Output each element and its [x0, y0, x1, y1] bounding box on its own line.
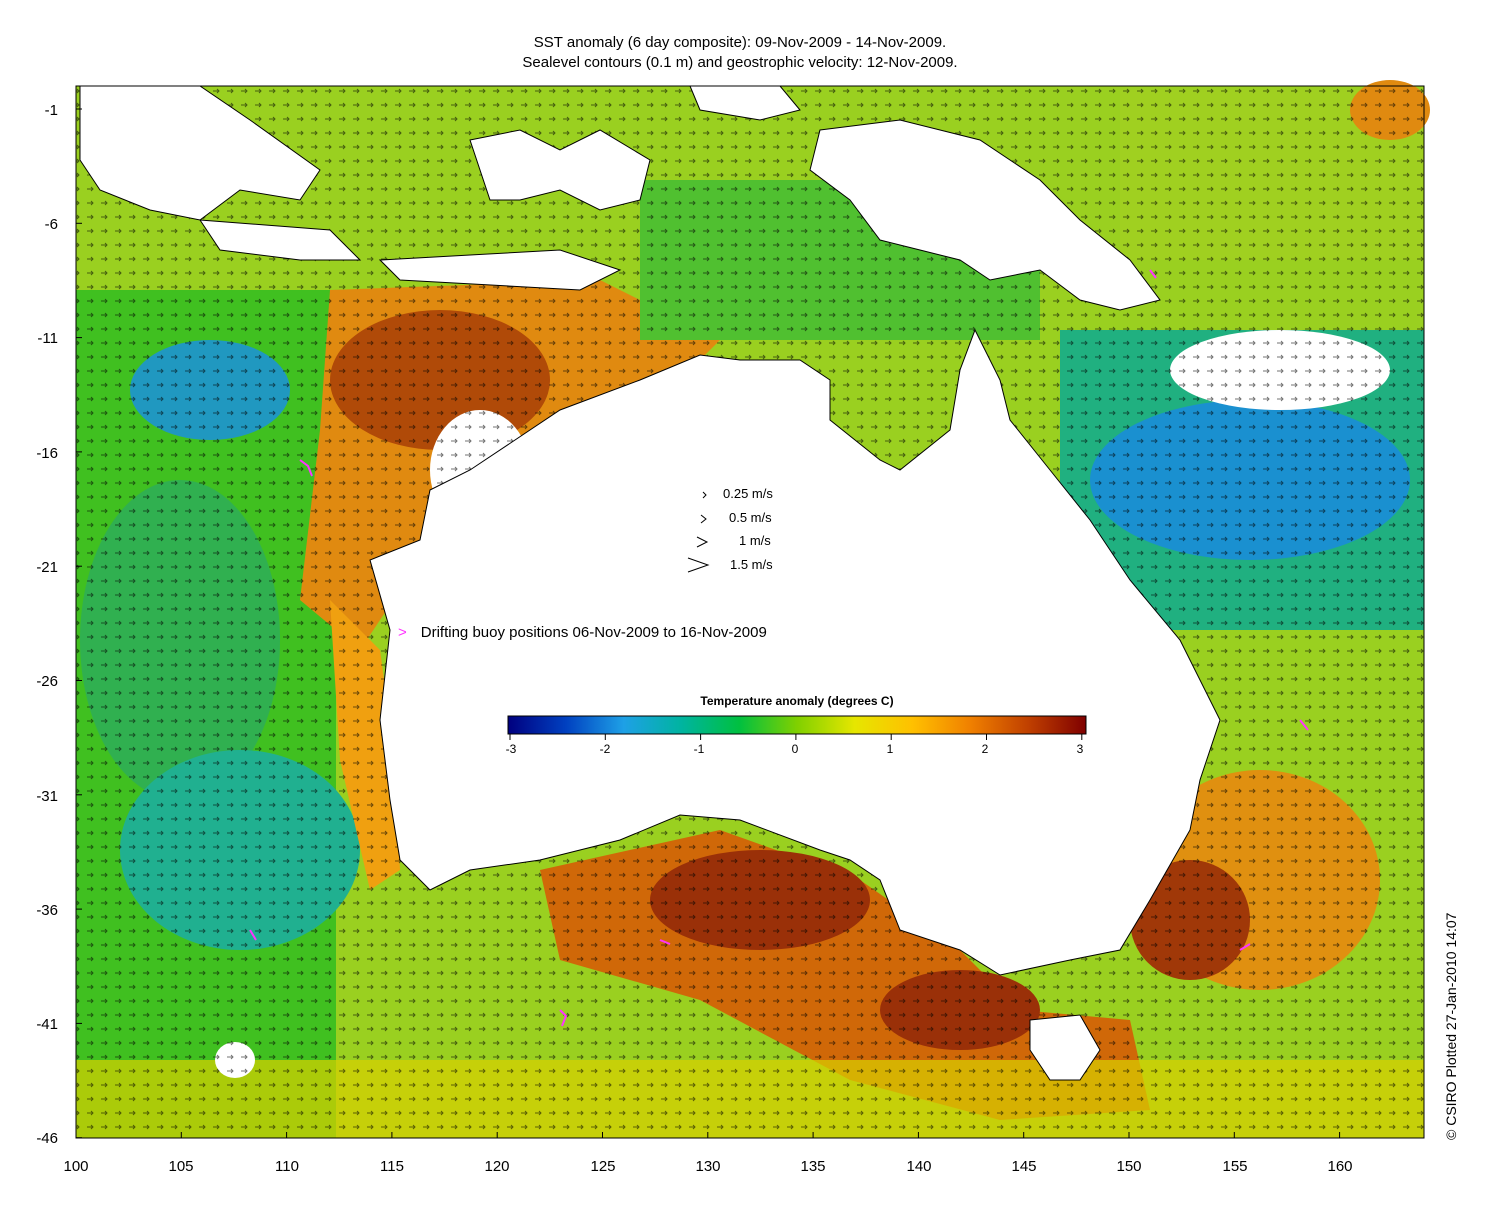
buoy-marker-icon: > [398, 624, 407, 641]
colorbar-tick-label: -1 [693, 742, 705, 756]
y-tick-label: -6 [44, 216, 58, 233]
new-guinea [809, 119, 1161, 311]
sulawesi [469, 129, 651, 211]
x-tick-label: 145 [1011, 1158, 1037, 1175]
land-masses [79, 85, 1221, 1081]
velocity-legend-arrows [687, 491, 710, 573]
map-frame [75, 85, 1425, 1139]
velocity-legend-label: 1 m/s [739, 533, 771, 548]
y-tick-label: -41 [36, 1016, 58, 1033]
y-tick-label: -46 [36, 1130, 58, 1147]
x-tick-label: 155 [1222, 1158, 1248, 1175]
y-tick-label: -11 [37, 330, 58, 347]
x-tick-label: 115 [380, 1158, 404, 1175]
buoy-legend-label: Drifting buoy positions 06-Nov-2009 to 1… [420, 624, 767, 641]
colorbar-tick-label: 0 [791, 742, 799, 756]
drifting-buoy-tracks [249, 269, 1309, 1027]
y-tick-label: -21 [36, 559, 58, 576]
lesser-sunda-islands [378, 249, 622, 291]
x-tick-label: 110 [275, 1158, 299, 1175]
csiro-credit: © CSIRO Plotted 27-Jan-2010 14:07 [1443, 912, 1459, 1140]
x-tick-label: 150 [1116, 1158, 1142, 1175]
x-tick-label: 105 [168, 1158, 194, 1175]
colorbar-tick-label: 2 [981, 742, 989, 756]
y-tick-label: -16 [36, 445, 58, 462]
colorbar-tick-label: 3 [1076, 742, 1084, 756]
x-tick-label: 120 [484, 1158, 510, 1175]
map-title-line2: Sealevel contours (0.1 m) and geostrophi… [522, 54, 958, 71]
java [199, 219, 362, 261]
map-title-line1: SST anomaly (6 day composite): 09-Nov-20… [533, 34, 947, 51]
velocity-legend-label: 1.5 m/s [730, 557, 773, 572]
colorbar-tick-label: -3 [505, 742, 517, 756]
colorbar-tick-label: -2 [599, 742, 611, 756]
velocity-legend-label: 0.5 m/s [729, 510, 772, 525]
x-tick-label: 140 [906, 1158, 932, 1175]
x-tick-label: 130 [695, 1158, 721, 1175]
y-tick-label: -31 [36, 788, 58, 805]
colorbar-title: Temperature anomaly (degrees C) [700, 694, 894, 708]
tasmania [1029, 1014, 1101, 1081]
y-tick-label: -26 [36, 673, 58, 690]
australia-mainland [369, 328, 1221, 976]
y-tick-label: -36 [36, 902, 58, 919]
colorbar [507, 715, 1087, 735]
velocity-legend-label: 0.25 m/s [723, 486, 773, 501]
buoy-legend: > Drifting buoy positions 06-Nov-2009 to … [398, 624, 767, 641]
x-tick-label: 135 [800, 1158, 826, 1175]
x-tick-label: 160 [1327, 1158, 1353, 1175]
x-tick-label: 100 [63, 1158, 89, 1175]
y-tick-label: -1 [44, 102, 58, 119]
sumatra-borneo [79, 85, 321, 221]
x-tick-label: 125 [590, 1158, 616, 1175]
colorbar-tick-label: 1 [886, 742, 894, 756]
